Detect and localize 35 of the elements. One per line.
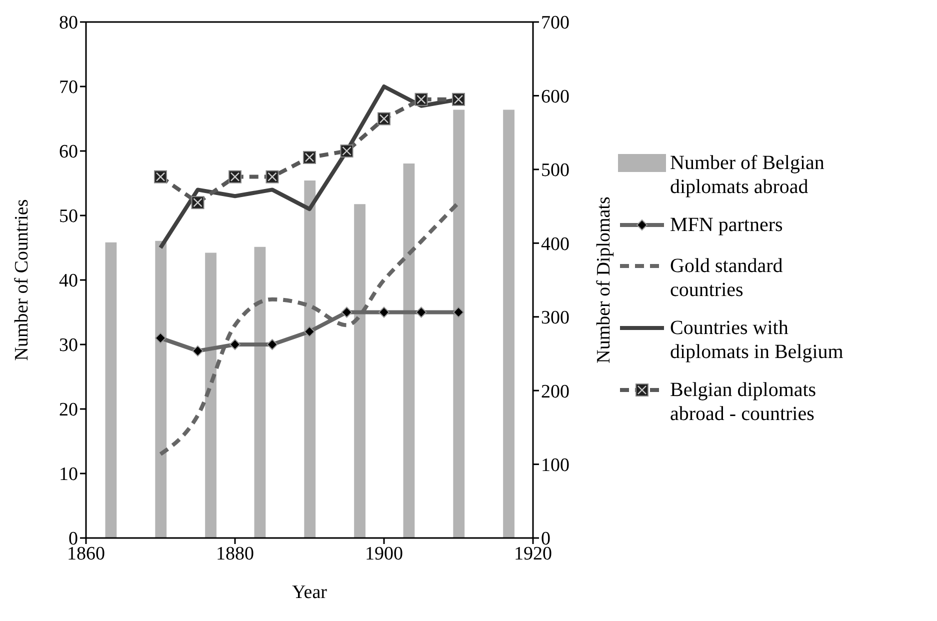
y2-axis-title: Number of Diplomats — [594, 196, 615, 364]
y2-tick-label: 500 — [541, 160, 570, 182]
y-tick-label: 10 — [59, 464, 78, 486]
legend-label: Gold standard countries — [670, 254, 784, 302]
y2-tick-label: 300 — [541, 308, 570, 329]
y-tick-label: 30 — [59, 335, 78, 356]
bar — [155, 240, 167, 538]
bar — [503, 110, 514, 538]
bar — [354, 204, 366, 538]
y2-tick-label: 600 — [541, 86, 570, 108]
legend-label: Belgian diplomats abroad - countries — [670, 378, 818, 426]
bar — [254, 246, 266, 538]
y-tick-label: 60 — [59, 142, 78, 163]
x-tick-label: 1900 — [365, 543, 403, 564]
legend-label: Countries with diplomats in Belgium — [670, 316, 844, 364]
legend-label: MFN partners — [670, 212, 783, 236]
y-tick-label: 40 — [59, 270, 78, 292]
y2-tick-label: 700 — [541, 12, 570, 34]
bar — [205, 252, 216, 538]
y-tick-label: 80 — [59, 12, 78, 34]
bar — [453, 110, 465, 538]
line-series — [158, 200, 460, 456]
y2-tick-label: 400 — [541, 234, 570, 255]
x-tick-label: 1880 — [216, 543, 254, 564]
y2-tick-label: 100 — [541, 455, 570, 476]
y-axis-title: Number of Countries — [12, 199, 33, 361]
bar — [304, 180, 316, 538]
legend-label: Number of Belgian diplomats abroad — [670, 150, 826, 198]
y2-tick-label: 200 — [541, 381, 570, 402]
bar — [403, 164, 415, 538]
y-tick-label: 50 — [59, 206, 78, 228]
x-axis-title: Year — [292, 582, 328, 603]
y-tick-label: 70 — [59, 77, 78, 98]
y-tick-label: 20 — [59, 400, 78, 421]
bar — [105, 242, 117, 538]
